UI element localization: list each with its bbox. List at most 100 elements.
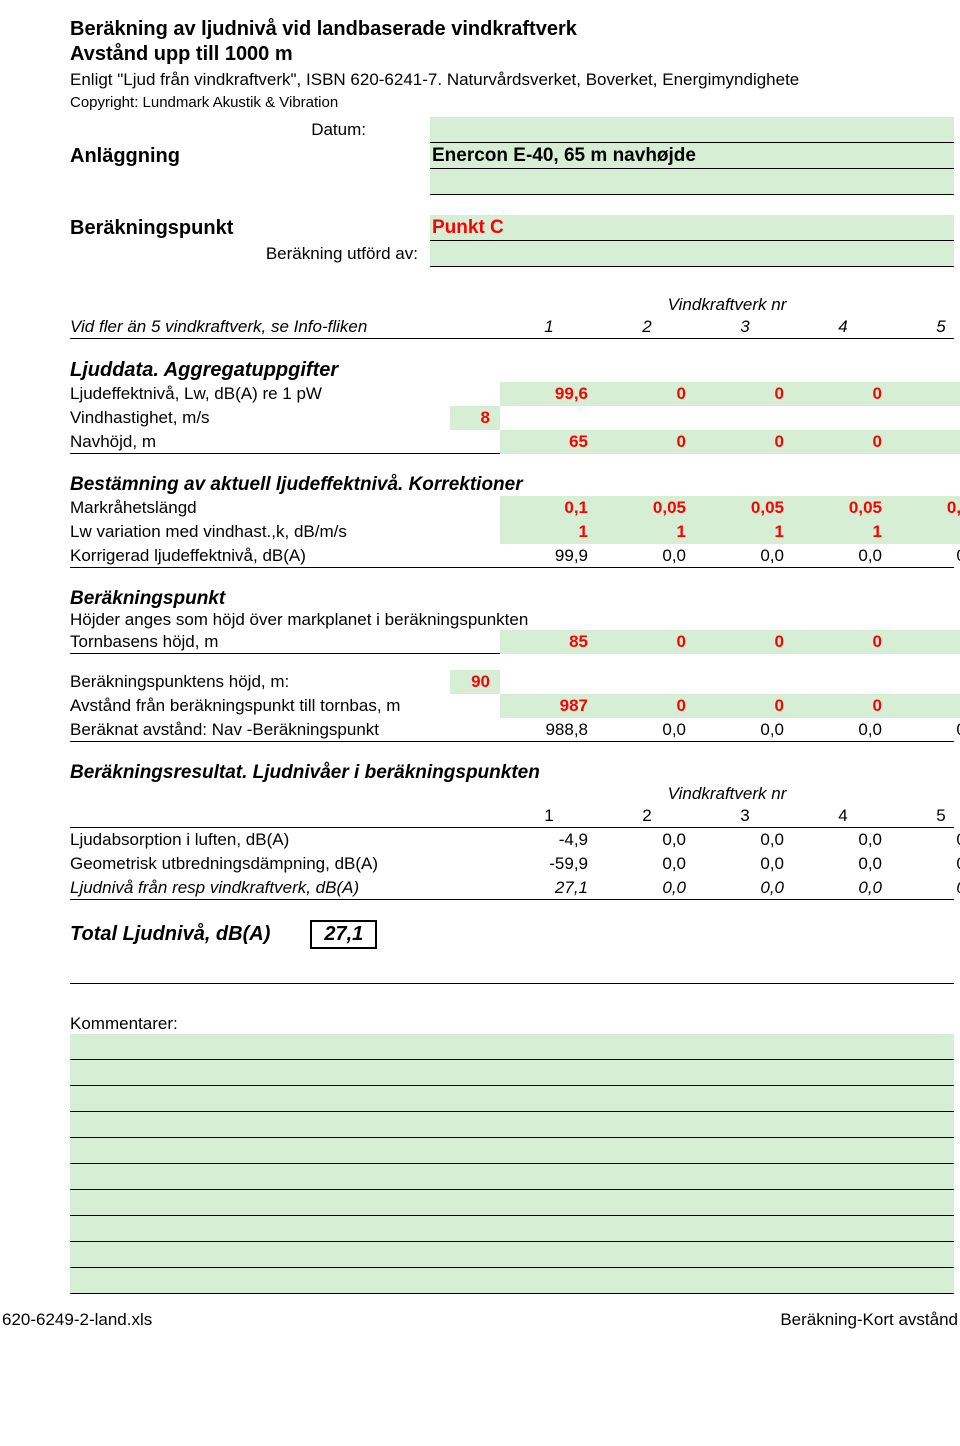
bestamning-heading: Bestämning av aktuell ljudeffektnivå. Ko… xyxy=(70,474,954,496)
avstand-val[interactable]: 0 xyxy=(794,694,892,718)
avstand-val[interactable]: 0 xyxy=(696,694,794,718)
lwvar-val[interactable]: 1 xyxy=(598,520,696,544)
markra-val[interactable]: 0,05 xyxy=(598,496,696,520)
ljudeffekt-label: Ljudeffektnivå, Lw, dB(A) re 1 pW xyxy=(70,382,450,406)
tornbas-label: Tornbasens höjd, m xyxy=(70,630,450,654)
avstand-val[interactable]: 987 xyxy=(500,694,598,718)
geom-val: 0,0 xyxy=(794,852,892,876)
lwvar-label: Lw variation med vindhast.,k, dB/m/s xyxy=(70,520,450,544)
ljudabs-val: 0,0 xyxy=(892,828,960,852)
berpunkt-section-heading: Beräkningspunkt xyxy=(70,588,954,610)
kommentarer-label: Kommentarer: xyxy=(70,1014,954,1034)
vindhast-label: Vindhastighet, m/s xyxy=(70,406,450,430)
tornbas-val[interactable]: 0 xyxy=(696,630,794,654)
avstand-val[interactable]: 0 xyxy=(598,694,696,718)
col-hdr: 2 xyxy=(598,315,696,339)
col-hdr: 3 xyxy=(696,804,794,828)
footer-right: Beräkning-Kort avstånd xyxy=(780,1310,958,1330)
navhojd-val[interactable]: 65 xyxy=(500,430,598,454)
ljudabs-label: Ljudabsorption i luften, dB(A) xyxy=(70,828,450,852)
geom-label: Geometrisk utbredningsdämpning, dB(A) xyxy=(70,852,450,876)
comment-line[interactable] xyxy=(70,1216,954,1242)
ljudniva-label: Ljudnivå från resp vindkraftverk, dB(A) xyxy=(70,876,450,900)
col-hdr: 5 xyxy=(892,804,960,828)
markra-val[interactable]: 0,1 xyxy=(500,496,598,520)
comment-line[interactable] xyxy=(70,1190,954,1216)
page-subtitle: Enligt "Ljud från vindkraftverk", ISBN 6… xyxy=(70,70,954,90)
lwvar-val[interactable]: 1 xyxy=(500,520,598,544)
comment-line[interactable] xyxy=(70,1034,954,1060)
ljudniva-val: 0,0 xyxy=(892,876,960,900)
tornbas-val[interactable]: 85 xyxy=(500,630,598,654)
anlaggning-field[interactable]: Enercon E-40, 65 m navhøjde xyxy=(430,143,954,169)
beraknat-avstand-val: 0,0 xyxy=(598,718,696,742)
navhojd-val[interactable]: 0 xyxy=(598,430,696,454)
ljudeffekt-val[interactable]: 99,6 xyxy=(500,382,598,406)
ljudniva-val: 0,0 xyxy=(598,876,696,900)
korr-val: 0,0 xyxy=(598,544,696,568)
ljudeffekt-val[interactable]: 0 xyxy=(794,382,892,406)
geom-val: -59,9 xyxy=(500,852,598,876)
datum-label: Datum: xyxy=(70,117,430,143)
anlaggning-label: Anläggning xyxy=(70,143,430,169)
markra-label: Markråhetslängd xyxy=(70,496,450,520)
comment-line[interactable] xyxy=(70,1268,954,1294)
beraknat-avstand-val: 988,8 xyxy=(500,718,598,742)
total-label: Total Ljudnivå, dB(A) xyxy=(70,923,270,946)
col-hdr: 3 xyxy=(696,315,794,339)
ljudabs-val: 0,0 xyxy=(696,828,794,852)
col-hdr: 4 xyxy=(794,315,892,339)
ljudeffekt-val[interactable]: 0 xyxy=(598,382,696,406)
comment-line[interactable] xyxy=(70,1138,954,1164)
navhojd-val[interactable]: 0 xyxy=(794,430,892,454)
avstand-val[interactable]: 0 xyxy=(892,694,960,718)
vindhast-val[interactable]: 8 xyxy=(450,406,500,430)
markra-val[interactable]: 0,05 xyxy=(892,496,960,520)
geom-val: 0,0 xyxy=(598,852,696,876)
col-hdr: 5 xyxy=(892,315,960,339)
ber-utford-label: Beräkning utförd av: xyxy=(70,241,430,267)
ljudeffekt-val[interactable]: 0 xyxy=(892,382,960,406)
col-hdr: 1 xyxy=(500,315,598,339)
copyright-text: Copyright: Lundmark Akustik & Vibration xyxy=(70,94,954,111)
page-title-2: Avstånd upp till 1000 m xyxy=(70,43,954,66)
datum-field[interactable] xyxy=(430,117,954,143)
comment-line[interactable] xyxy=(70,1086,954,1112)
beraknat-avstand-val: 0,0 xyxy=(892,718,960,742)
tornbas-val[interactable]: 0 xyxy=(794,630,892,654)
berpunkt-note: Höjder anges som höjd över markplanet i … xyxy=(70,610,954,630)
korr-val: 0,0 xyxy=(696,544,794,568)
info-fliken-note: Vid fler än 5 vindkraftverk, se Info-fli… xyxy=(70,315,450,339)
markra-val[interactable]: 0,05 xyxy=(696,496,794,520)
navhojd-val[interactable]: 0 xyxy=(892,430,960,454)
col-hdr: 1 xyxy=(500,804,598,828)
korr-val: 0,0 xyxy=(794,544,892,568)
ljudniva-val: 0,0 xyxy=(696,876,794,900)
footer-left: 620-6249-2-land.xls xyxy=(2,1310,152,1330)
tornbas-val[interactable]: 0 xyxy=(598,630,696,654)
navhojd-label: Navhöjd, m xyxy=(70,430,450,454)
lwvar-val[interactable]: 1 xyxy=(794,520,892,544)
berpunkt-field[interactable]: Punkt C xyxy=(430,215,954,241)
ber-utford-field[interactable] xyxy=(430,241,954,267)
ljudniva-val: 27,1 xyxy=(500,876,598,900)
korr-val: 0,0 xyxy=(892,544,960,568)
comment-line[interactable] xyxy=(70,1112,954,1138)
resultat-sublabel: Vindkraftverk nr xyxy=(500,784,954,804)
ljudeffekt-val[interactable]: 0 xyxy=(696,382,794,406)
comment-line[interactable] xyxy=(70,1242,954,1268)
anlaggning-field-2[interactable] xyxy=(430,169,954,195)
ljuddata-heading: Ljuddata. Aggregatuppgifter xyxy=(70,359,954,382)
lwvar-val[interactable]: 1 xyxy=(892,520,960,544)
korr-label: Korrigerad ljudeffektnivå, dB(A) xyxy=(70,544,450,568)
navhojd-val[interactable]: 0 xyxy=(696,430,794,454)
comment-line[interactable] xyxy=(70,1164,954,1190)
tornbas-val[interactable]: 0 xyxy=(892,630,960,654)
berpunkt-hojd-val[interactable]: 90 xyxy=(450,670,500,694)
markra-val[interactable]: 0,05 xyxy=(794,496,892,520)
total-value: 27,1 xyxy=(310,920,377,949)
ljudabs-val: 0,0 xyxy=(598,828,696,852)
vindkraftverk-nr-label: Vindkraftverk nr xyxy=(500,295,954,315)
lwvar-val[interactable]: 1 xyxy=(696,520,794,544)
comment-line[interactable] xyxy=(70,1060,954,1086)
